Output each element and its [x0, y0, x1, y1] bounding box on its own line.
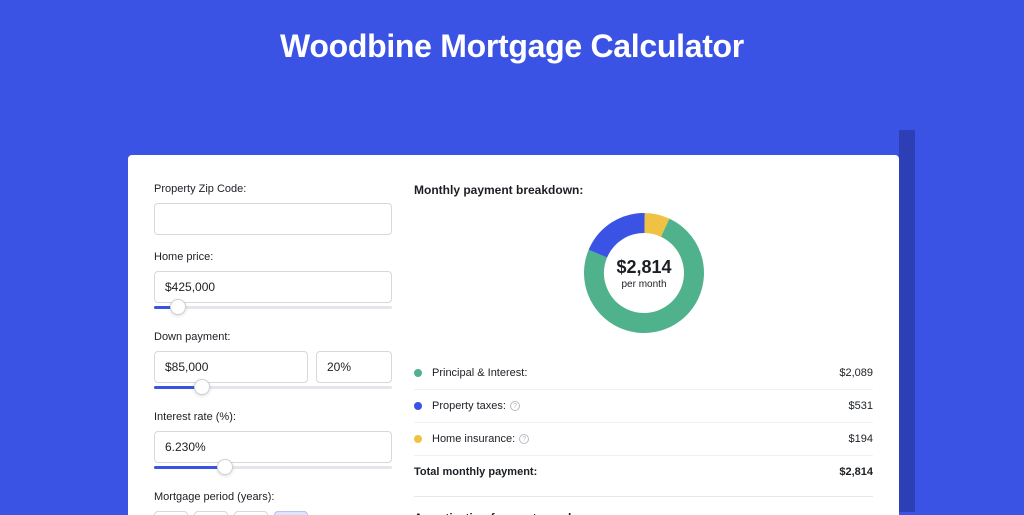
- legend-total-row: Total monthly payment: $2,814: [414, 455, 873, 488]
- down-field-group: Down payment:: [154, 331, 392, 395]
- legend: Principal & Interest:$2,089Property taxe…: [414, 357, 873, 455]
- slider-thumb[interactable]: [170, 299, 186, 315]
- down-amount-input[interactable]: [154, 351, 308, 383]
- legend-row-tax: Property taxes: ?$531: [414, 389, 873, 422]
- slider-fill: [154, 466, 225, 469]
- period-field-group: Mortgage period (years): 10152030: [154, 491, 392, 515]
- legend-dot: [414, 369, 422, 377]
- card-shadow: [899, 130, 915, 512]
- slider-track: [154, 306, 392, 309]
- legend-dot: [414, 435, 422, 443]
- legend-value: $2,089: [839, 367, 873, 379]
- price-slider[interactable]: [154, 301, 392, 315]
- legend-total-value: $2,814: [839, 466, 873, 478]
- price-input[interactable]: [154, 271, 392, 303]
- zip-field-group: Property Zip Code:: [154, 183, 392, 235]
- legend-value: $194: [849, 433, 873, 445]
- period-label: Mortgage period (years):: [154, 491, 392, 503]
- rate-slider[interactable]: [154, 461, 392, 475]
- rate-input[interactable]: [154, 431, 392, 463]
- inputs-column: Property Zip Code: Home price: Down paym…: [154, 183, 392, 515]
- legend-label: Property taxes: ?: [432, 400, 849, 412]
- slider-thumb[interactable]: [194, 379, 210, 395]
- legend-row-pi: Principal & Interest:$2,089: [414, 357, 873, 389]
- zip-label: Property Zip Code:: [154, 183, 392, 195]
- info-icon[interactable]: ?: [519, 434, 529, 444]
- zip-input[interactable]: [154, 203, 392, 235]
- donut-center-sub: per month: [621, 279, 666, 290]
- donut-chart: $2,814 per month: [580, 209, 708, 337]
- slider-thumb[interactable]: [217, 459, 233, 475]
- rate-field-group: Interest rate (%):: [154, 411, 392, 475]
- legend-dot: [414, 402, 422, 410]
- page-title: Woodbine Mortgage Calculator: [0, 0, 1024, 89]
- amortization-section: Amortization for mortgage loan Amortizat…: [414, 496, 873, 515]
- legend-value: $531: [849, 400, 873, 412]
- rate-label: Interest rate (%):: [154, 411, 392, 423]
- legend-row-ins: Home insurance: ?$194: [414, 422, 873, 455]
- legend-label: Home insurance: ?: [432, 433, 849, 445]
- legend-label: Principal & Interest:: [432, 367, 839, 379]
- breakdown-column: Monthly payment breakdown: $2,814 per mon…: [414, 183, 873, 515]
- down-pct-input[interactable]: [316, 351, 392, 383]
- price-label: Home price:: [154, 251, 392, 263]
- calculator-card: Property Zip Code: Home price: Down paym…: [128, 155, 899, 515]
- legend-total-label: Total monthly payment:: [414, 466, 839, 478]
- price-field-group: Home price:: [154, 251, 392, 315]
- donut-chart-wrap: $2,814 per month: [414, 209, 873, 337]
- info-icon[interactable]: ?: [510, 401, 520, 411]
- down-slider[interactable]: [154, 381, 392, 395]
- breakdown-title: Monthly payment breakdown:: [414, 183, 873, 197]
- donut-center-amount: $2,814: [616, 257, 671, 277]
- down-label: Down payment:: [154, 331, 392, 343]
